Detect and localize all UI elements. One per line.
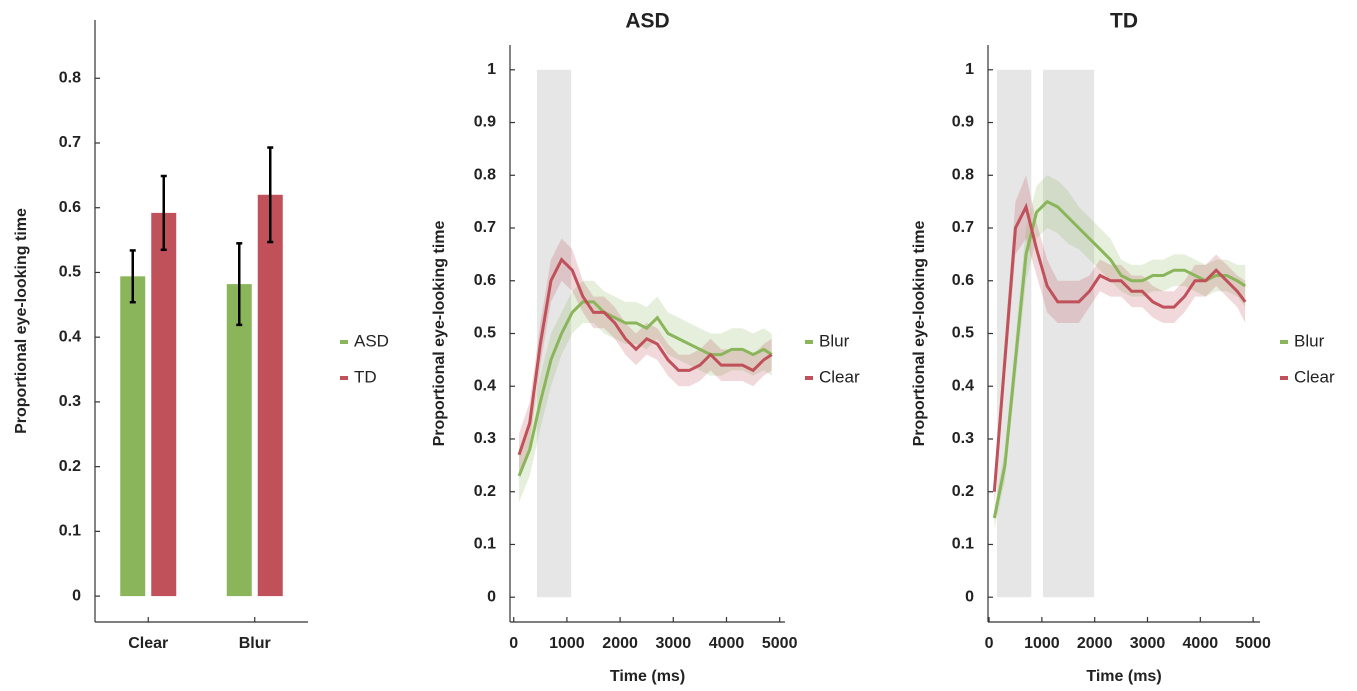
x-tick-label: 2000 <box>602 635 638 652</box>
y-tick-label: 0.8 <box>474 166 496 183</box>
legend-label: Clear <box>819 367 860 386</box>
error-bar <box>236 242 243 327</box>
confidence-band <box>994 175 1246 508</box>
confidence-band <box>519 280 772 503</box>
y-tick-label: 0.1 <box>59 523 81 540</box>
y-tick-label: 0.9 <box>952 114 974 131</box>
y-tick-label: 0.5 <box>59 264 81 281</box>
legend-label: Blur <box>819 331 850 350</box>
y-tick-label: 0.5 <box>952 325 974 342</box>
y-tick-label: 0.4 <box>474 377 496 394</box>
x-tick-label: 5000 <box>1235 635 1271 652</box>
x-axis-label: Time (ms) <box>610 668 685 685</box>
y-axis-label: Proportional eye-looking time <box>911 221 928 447</box>
y-tick-label: 0 <box>487 588 496 605</box>
x-tick-label: 4000 <box>1183 635 1219 652</box>
y-tick-label: 0.6 <box>952 272 974 289</box>
y-tick-label: 0.4 <box>59 328 81 345</box>
line <box>992 202 1247 492</box>
error-bar <box>267 146 274 244</box>
error-bar <box>160 174 167 252</box>
chart-title: ASD <box>625 10 669 33</box>
y-axis-label: Proportional eye-looking time <box>431 221 448 447</box>
y-tick-label: 0.5 <box>474 325 496 342</box>
x-tick-label: 0 <box>509 635 518 652</box>
y-tick-label: 0.2 <box>59 458 81 475</box>
x-tick-label: 4000 <box>709 635 745 652</box>
y-tick-label: 0.7 <box>474 219 496 236</box>
bar <box>120 276 146 597</box>
x-tick-label: 2000 <box>1077 635 1113 652</box>
x-tick-label: 3000 <box>1130 635 1166 652</box>
x-tick-label: 3000 <box>656 635 692 652</box>
y-tick-label: 0.1 <box>474 536 496 553</box>
bar <box>257 194 283 597</box>
y-axis-label: Proportional eye-looking time <box>13 208 30 434</box>
y-tick-label: 0.6 <box>59 199 81 216</box>
y-tick-label: 1 <box>487 61 496 78</box>
y-tick-label: 0.6 <box>474 272 496 289</box>
y-tick-label: 0.1 <box>952 536 974 553</box>
legend-label: Clear <box>1294 367 1335 386</box>
confidence-band <box>994 175 1246 529</box>
legend-label: ASD <box>354 331 389 350</box>
line <box>517 300 773 477</box>
x-tick-label: Blur <box>239 635 271 652</box>
y-tick-label: 0.7 <box>952 219 974 236</box>
y-tick-label: 0.8 <box>952 166 974 183</box>
y-tick-label: 0.3 <box>474 430 496 447</box>
y-tick-label: 0.2 <box>952 483 974 500</box>
x-tick-label: 1000 <box>549 635 585 652</box>
shaded-region <box>1042 69 1095 598</box>
legend-label: Blur <box>1294 331 1325 350</box>
y-tick-label: 0.3 <box>59 393 81 410</box>
shaded-region <box>996 69 1032 598</box>
bar <box>151 212 177 597</box>
y-tick-label: 1 <box>965 61 974 78</box>
line <box>517 257 773 456</box>
y-tick-label: 0.2 <box>474 483 496 500</box>
y-tick-label: 0.8 <box>59 69 81 86</box>
bar <box>226 284 252 597</box>
y-tick-label: 0 <box>72 587 81 604</box>
legend-label: TD <box>354 367 377 386</box>
x-tick-label: 0 <box>985 635 994 652</box>
y-tick-label: 0 <box>965 588 974 605</box>
x-tick-label: Clear <box>128 635 168 652</box>
error-bar <box>129 249 136 304</box>
y-tick-label: 0.3 <box>952 430 974 447</box>
y-tick-label: 0.9 <box>474 114 496 131</box>
chart-title: TD <box>1110 10 1138 33</box>
x-tick-label: 5000 <box>762 635 798 652</box>
x-tick-label: 1000 <box>1024 635 1060 652</box>
x-axis-label: Time (ms) <box>1086 668 1161 685</box>
y-tick-label: 0.4 <box>952 377 974 394</box>
y-tick-label: 0.7 <box>59 134 81 151</box>
